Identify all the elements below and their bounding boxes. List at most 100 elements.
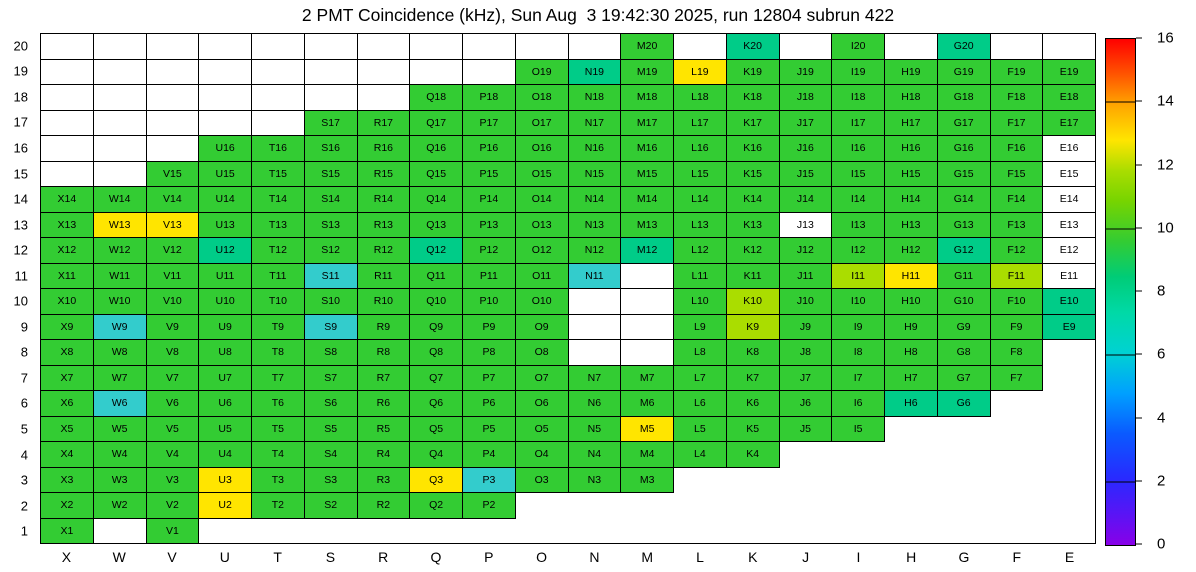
empty-bin-cell: [40, 84, 94, 111]
empty-bin-cell: [198, 84, 252, 111]
bin-cell: O11: [514, 262, 569, 289]
bin-cell: V9: [145, 313, 200, 340]
bin-cell: W9: [92, 313, 147, 340]
bin-cell: P14: [462, 186, 516, 213]
x-axis-label: E: [1064, 549, 1075, 565]
bin-cell: X9: [40, 313, 94, 340]
bin-cell: O15: [514, 160, 569, 187]
bin-cell: O13: [514, 211, 569, 238]
bin-cell: R17: [356, 109, 411, 136]
bin-cell: H17: [884, 109, 938, 136]
y-axis-label: 5: [20, 421, 28, 437]
empty-bin-cell: [145, 33, 200, 60]
y-axis-label: 7: [20, 370, 28, 386]
x-axis-label: H: [906, 549, 917, 565]
y-axis-label: 13: [13, 217, 28, 233]
heatmap-row: X7 W7 V7 U7 T7 S7 R7 Q7 P7 O7 N7 M7 L7 K7 J7 I7 H7 G7 F7: [40, 364, 1096, 391]
bin-cell: O10: [514, 288, 569, 315]
colorbar-tick-label: 10: [1157, 219, 1174, 237]
bin-cell: M6: [620, 390, 674, 417]
y-axis-label: 20: [13, 38, 28, 54]
bin-cell: U3: [198, 466, 252, 493]
empty-bin-cell: [198, 109, 252, 136]
x-axis-label: K: [748, 549, 758, 565]
bin-cell: Q14: [409, 186, 463, 213]
empty-region-cell: [831, 467, 885, 493]
bin-cell: N3: [567, 466, 622, 493]
bin-cell: M14: [620, 186, 674, 213]
x-axis-label: W: [112, 549, 126, 565]
bin-cell: E10: [1042, 288, 1096, 315]
bin-cell: O19: [514, 58, 569, 85]
colorbar-tick-label: 14: [1157, 92, 1174, 110]
empty-bin-cell: [145, 109, 200, 136]
bin-cell: S6: [303, 390, 358, 417]
bin-cell: R8: [356, 339, 411, 366]
bin-cell: X14: [40, 186, 94, 213]
bin-cell: Q7: [409, 364, 463, 391]
bin-cell: M13: [620, 211, 674, 238]
bin-cell: P15: [462, 160, 516, 187]
bin-cell: Q18: [409, 84, 463, 111]
bin-cell: X1: [40, 517, 94, 544]
colorbar-tick: [1136, 417, 1142, 418]
bin-cell: H19: [884, 58, 938, 85]
bin-cell: R12: [356, 237, 411, 264]
bin-cell: N14: [567, 186, 622, 213]
empty-bin-cell: [145, 58, 200, 85]
bin-cell: X7: [40, 364, 94, 391]
bin-cell: N19: [567, 58, 622, 85]
bin-cell: F7: [989, 364, 1044, 391]
bin-cell: X6: [40, 390, 94, 417]
bin-cell: U13: [198, 211, 252, 238]
bin-cell: E17: [1042, 109, 1096, 136]
empty-bin-cell: [989, 33, 1044, 60]
x-axis-label: N: [589, 549, 600, 565]
bin-cell: K17: [725, 109, 780, 136]
bin-cell: S9: [303, 313, 358, 340]
bin-cell: J16: [778, 135, 833, 162]
y-axis-label: 19: [13, 63, 28, 79]
empty-bin-cell: [620, 288, 674, 315]
empty-bin-cell: [40, 160, 94, 187]
bin-cell: U15: [198, 160, 252, 187]
bin-cell: Q6: [409, 390, 463, 417]
colorbar-tick-label: 8: [1157, 282, 1166, 300]
bin-cell: S13: [303, 211, 358, 238]
empty-region-cell: [673, 467, 727, 493]
empty-bin-cell: [303, 58, 358, 85]
empty-region-cell: [831, 441, 885, 467]
empty-bin-cell: [778, 33, 833, 60]
bin-cell: L7: [673, 364, 727, 391]
bin-cell: P9: [462, 313, 516, 340]
bin-cell: R7: [356, 364, 411, 391]
bin-cell: H9: [884, 313, 938, 340]
empty-bin-cell: [92, 33, 147, 60]
bin-cell: R2: [356, 492, 411, 519]
x-axis-label: R: [378, 549, 389, 565]
bin-cell: T3: [251, 466, 305, 493]
bin-cell: V10: [145, 288, 200, 315]
empty-region-cell: [937, 467, 990, 493]
bin-cell: R6: [356, 390, 411, 417]
bin-cell: I9: [831, 313, 885, 340]
bin-cell: N6: [567, 390, 622, 417]
heatmap-row: V15 U15 T15 S15 R15 Q15 P15 O15 N15 M15 L15 K15 J15 I…: [40, 160, 1096, 187]
bin-cell: O6: [514, 390, 569, 417]
empty-region-cell: [1042, 390, 1096, 416]
bin-cell: X4: [40, 441, 94, 468]
bin-cell: U16: [198, 135, 252, 162]
empty-region-cell: [990, 441, 1043, 467]
empty-bin-cell: [462, 58, 516, 85]
x-axis-label: P: [484, 549, 494, 565]
empty-bin-cell: [92, 160, 147, 187]
bin-cell: T15: [251, 160, 305, 187]
bin-cell: T8: [251, 339, 305, 366]
bin-cell: G20: [936, 33, 991, 60]
empty-region-cell: [1042, 416, 1096, 442]
empty-region-cell: [937, 416, 990, 442]
bin-cell: J17: [778, 109, 833, 136]
bin-cell: L15: [673, 160, 727, 187]
bin-cell: Q13: [409, 211, 463, 238]
bin-cell: U12: [198, 237, 252, 264]
